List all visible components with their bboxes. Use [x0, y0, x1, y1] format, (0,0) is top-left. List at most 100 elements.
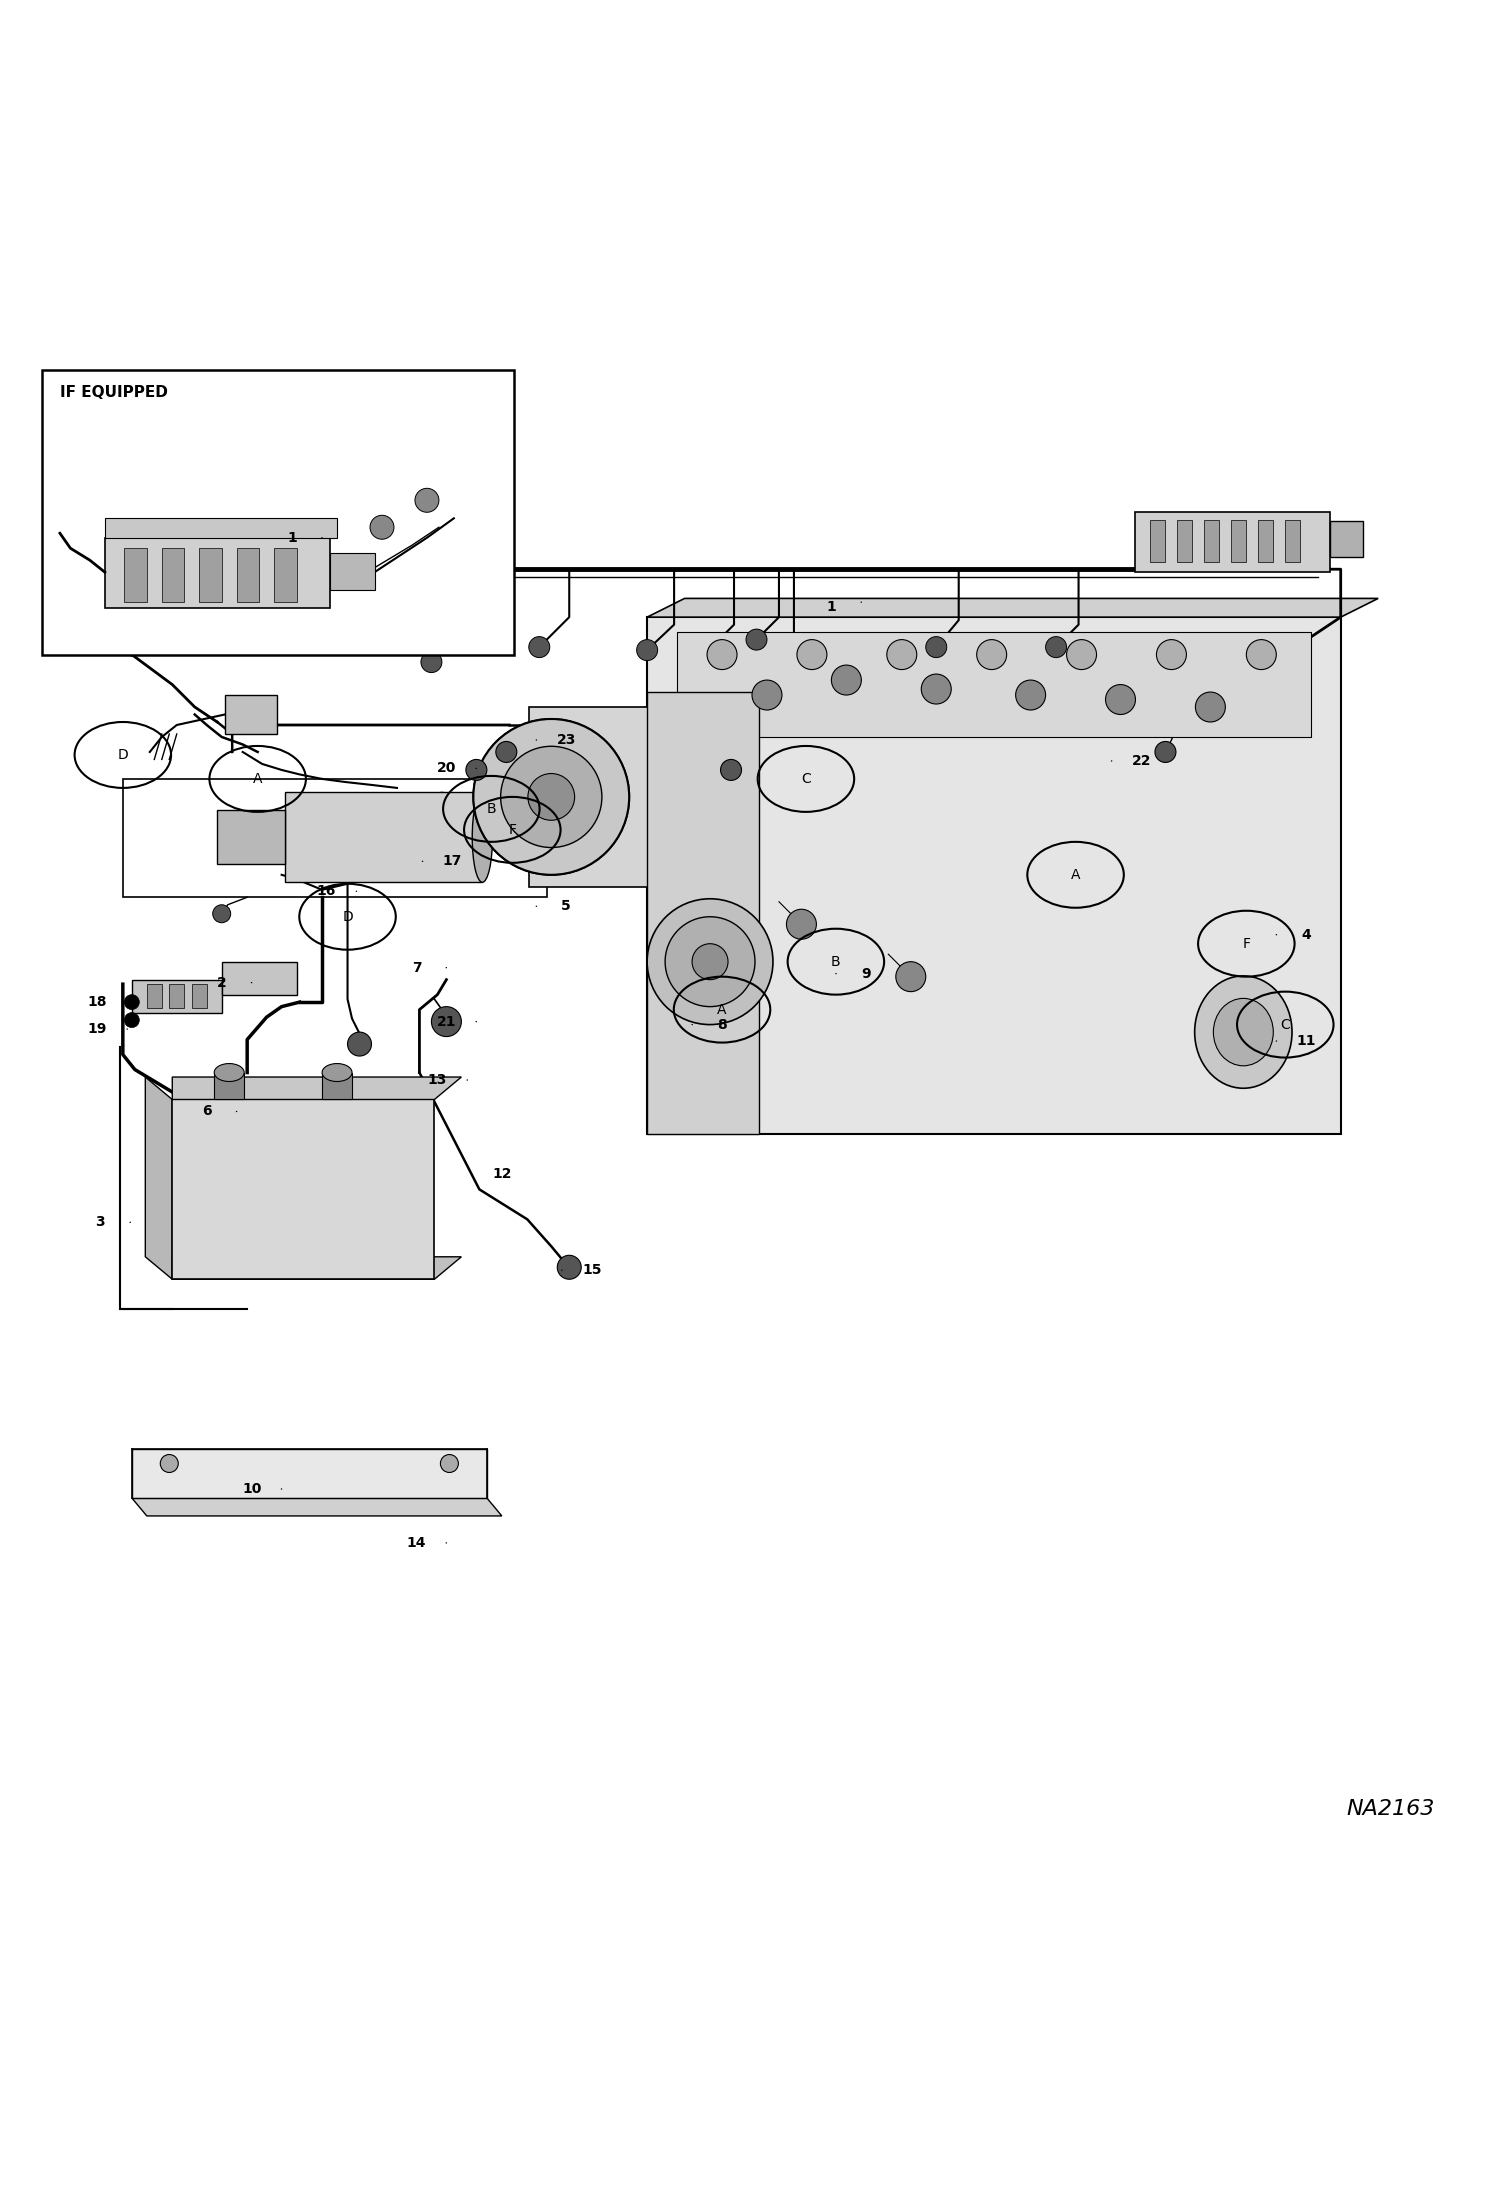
Text: 18: 18 [87, 996, 108, 1009]
Circle shape [665, 917, 755, 1007]
Text: 23: 23 [557, 732, 575, 748]
Polygon shape [162, 548, 184, 603]
Polygon shape [172, 1099, 434, 1279]
Text: 11: 11 [1296, 1035, 1317, 1048]
Polygon shape [132, 980, 222, 1013]
Text: D: D [342, 910, 354, 923]
Text: 14: 14 [406, 1535, 427, 1550]
Circle shape [415, 489, 439, 513]
Ellipse shape [532, 779, 571, 816]
Circle shape [496, 741, 517, 763]
Circle shape [721, 759, 742, 781]
Circle shape [213, 906, 231, 923]
Circle shape [797, 640, 827, 669]
Ellipse shape [422, 792, 461, 882]
Ellipse shape [1213, 998, 1273, 1066]
Circle shape [647, 899, 773, 1024]
Text: F: F [1242, 936, 1251, 952]
Text: 7: 7 [412, 961, 421, 974]
Polygon shape [105, 537, 330, 607]
Text: 13: 13 [428, 1072, 446, 1088]
Text: NA2163: NA2163 [1347, 1798, 1435, 1818]
Polygon shape [132, 1498, 502, 1515]
Text: 5: 5 [562, 899, 571, 912]
Polygon shape [172, 1257, 461, 1279]
Circle shape [557, 1254, 581, 1279]
Circle shape [124, 1013, 139, 1029]
Polygon shape [105, 518, 337, 537]
Text: 1: 1 [288, 531, 297, 544]
Ellipse shape [473, 719, 629, 875]
Ellipse shape [527, 774, 575, 820]
Circle shape [977, 640, 1007, 669]
Circle shape [692, 943, 728, 980]
Text: F: F [508, 822, 517, 838]
Polygon shape [529, 706, 667, 886]
Ellipse shape [322, 1064, 352, 1081]
Text: B: B [831, 954, 840, 969]
Text: 12: 12 [491, 1167, 512, 1182]
Circle shape [1016, 680, 1046, 711]
Circle shape [1067, 640, 1097, 669]
Polygon shape [169, 985, 184, 1009]
Ellipse shape [214, 1064, 244, 1081]
Polygon shape [1258, 520, 1273, 561]
Ellipse shape [500, 746, 602, 846]
Circle shape [1106, 684, 1135, 715]
Polygon shape [124, 548, 147, 603]
Polygon shape [1285, 520, 1300, 561]
Text: 22: 22 [1131, 754, 1152, 768]
Text: 9: 9 [861, 967, 870, 980]
Polygon shape [322, 1072, 352, 1099]
Text: A: A [253, 772, 262, 785]
Polygon shape [285, 792, 482, 882]
Text: 17: 17 [443, 855, 461, 868]
Text: 3: 3 [96, 1215, 105, 1230]
Text: A: A [718, 1002, 727, 1018]
Polygon shape [225, 695, 277, 735]
Circle shape [1246, 640, 1276, 669]
Circle shape [529, 636, 550, 658]
Ellipse shape [472, 792, 493, 882]
Text: 15: 15 [581, 1263, 602, 1276]
Circle shape [370, 515, 394, 539]
Text: IF EQUIPPED: IF EQUIPPED [60, 386, 168, 399]
Polygon shape [217, 811, 285, 864]
Polygon shape [1231, 520, 1246, 561]
Circle shape [440, 1454, 458, 1472]
Polygon shape [647, 599, 1378, 616]
Circle shape [752, 680, 782, 711]
Text: 21: 21 [436, 1015, 457, 1029]
Polygon shape [145, 1077, 172, 1279]
Circle shape [1156, 640, 1186, 669]
Circle shape [831, 664, 861, 695]
Ellipse shape [473, 719, 629, 875]
Polygon shape [274, 548, 297, 603]
Polygon shape [677, 632, 1311, 737]
Circle shape [887, 640, 917, 669]
Text: 19: 19 [88, 1022, 106, 1035]
Polygon shape [214, 1072, 244, 1099]
Text: 10: 10 [243, 1482, 261, 1496]
Polygon shape [123, 779, 547, 897]
Polygon shape [1150, 520, 1165, 561]
FancyBboxPatch shape [42, 371, 514, 654]
Text: B: B [487, 803, 496, 816]
Polygon shape [647, 693, 759, 1134]
Text: C: C [1281, 1018, 1290, 1031]
Circle shape [431, 1007, 461, 1037]
Circle shape [1195, 693, 1225, 721]
Circle shape [466, 759, 487, 781]
Polygon shape [1177, 520, 1192, 561]
Circle shape [746, 629, 767, 649]
Polygon shape [1135, 513, 1330, 572]
Text: 20: 20 [437, 761, 455, 776]
Polygon shape [237, 548, 259, 603]
Circle shape [707, 640, 737, 669]
Polygon shape [172, 1077, 461, 1099]
Text: 8: 8 [718, 1018, 727, 1031]
Polygon shape [132, 1450, 487, 1498]
Circle shape [926, 636, 947, 658]
Circle shape [1046, 636, 1067, 658]
Polygon shape [192, 985, 207, 1009]
